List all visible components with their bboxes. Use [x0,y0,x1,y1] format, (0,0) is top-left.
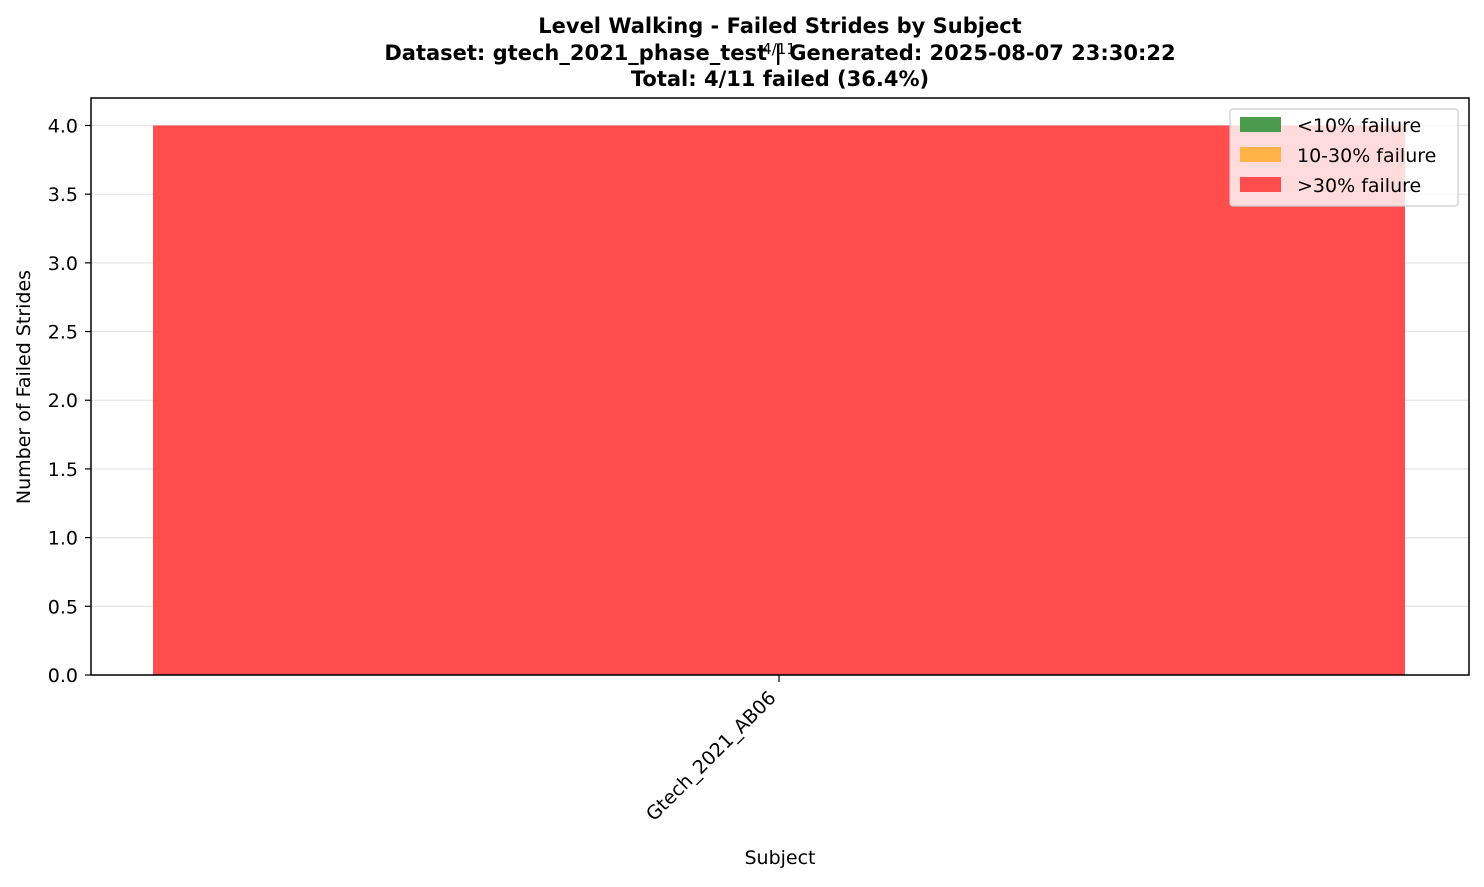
legend-swatch [1240,177,1281,192]
legend-label: <10% failure [1297,115,1421,137]
y-tick-label: 2.0 [48,390,78,412]
legend: <10% failure 10-30% failure >30% failure [1229,108,1459,207]
bars [153,125,1405,675]
y-tick-label: 2.5 [48,322,78,344]
chart-title: Level Walking - Failed Strides by Subjec… [384,14,1175,91]
y-tick-label: 1.0 [48,528,78,550]
legend-label: 10-30% failure [1297,145,1436,167]
y-tick-label: 3.0 [48,253,78,275]
y-tick-label: 4.0 [48,115,78,137]
axes [90,97,1470,676]
y-axis-label: Number of Failed Strides [13,270,35,504]
y-tick-label: 0.5 [48,596,78,618]
legend-label: >30% failure [1297,175,1421,197]
plot-frame [90,97,1470,676]
y-axis-ticks: 0.0 0.5 1.0 1.5 2.0 2.5 3.0 3.5 4.0 [48,115,91,687]
x-axis-label: Subject [744,847,815,869]
bar-Gtech_2021_AB06 [153,125,1405,675]
legend-box [1229,108,1459,207]
bar-annotation: 4/11 [762,40,796,58]
y-tick-label: 1.5 [48,459,78,481]
title-line-2: Dataset: gtech_2021_phase_test | Generat… [384,41,1175,66]
y-tick-label: 3.5 [48,184,78,206]
title-line-3: Total: 4/11 failed (36.4%) [631,67,929,91]
title-line-1: Level Walking - Failed Strides by Subjec… [538,14,1021,38]
legend-swatch [1240,147,1281,162]
y-tick-label: 0.0 [48,665,78,687]
bar-annotations: 4/11 [762,40,796,58]
legend-swatch [1240,117,1281,132]
